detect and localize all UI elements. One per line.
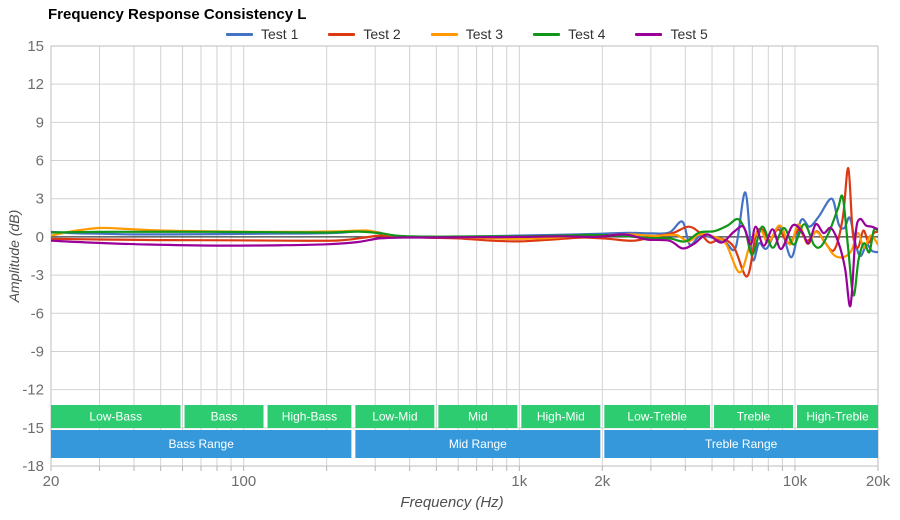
series-swatch-icon — [430, 32, 458, 36]
band-label: High-Treble — [806, 410, 869, 424]
x-axis-tick-labels: 20 100 1k 2k 10k 20k — [43, 473, 891, 490]
x-axis-tick-marks — [50, 466, 879, 471]
legend-item-test-4[interactable]: Test 4 — [533, 26, 605, 42]
series-line-test-2 — [51, 167, 878, 278]
svg-text:2k: 2k — [594, 473, 610, 490]
svg-text:10k: 10k — [783, 473, 808, 490]
legend-item-test-5[interactable]: Test 5 — [635, 26, 708, 42]
series-line-test-5 — [51, 217, 878, 308]
band-high-mid — [521, 405, 601, 428]
svg-text:-3: -3 — [31, 267, 44, 284]
band-high-treble — [797, 405, 878, 428]
legend: Test 1 Test 2 Test 3 Test 4 Test 5 — [226, 26, 708, 42]
band-label: Bass — [211, 410, 238, 424]
y-axis-tick-labels: 15 12 9 6 3 0 -3 -6 -9 -12 -15 -18 — [22, 38, 44, 475]
series-line-test-4 — [51, 194, 878, 297]
svg-text:3: 3 — [36, 191, 44, 208]
legend-label: Test 5 — [670, 26, 708, 42]
svg-text:1k: 1k — [511, 473, 527, 490]
band-treble — [714, 405, 794, 428]
svg-text:-6: -6 — [31, 305, 44, 322]
band-mid — [438, 405, 518, 428]
svg-text:-12: -12 — [22, 382, 44, 399]
legend-item-test-3[interactable]: Test 3 — [430, 26, 504, 42]
svg-text:12: 12 — [27, 76, 44, 93]
y-axis-title: Amplitude (dB) — [6, 209, 22, 303]
series-swatch-icon — [226, 32, 253, 36]
band-label: Low-Treble — [627, 410, 687, 424]
band-treble-range — [604, 430, 878, 458]
svg-text:9: 9 — [36, 114, 44, 131]
svg-text:-15: -15 — [22, 420, 44, 437]
gridlines — [50, 46, 879, 466]
legend-label: Test 1 — [261, 26, 299, 42]
series-swatch-icon — [635, 32, 663, 36]
band-bass — [184, 405, 264, 428]
band-bass-range — [51, 430, 352, 458]
series-swatch-icon — [533, 32, 561, 36]
band-low-mid — [355, 405, 435, 428]
band-label: Mid Range — [449, 437, 507, 451]
band-label: High-Bass — [282, 410, 337, 424]
band-low-bass — [51, 405, 181, 428]
frequency-bands: Low-Bass Bass High-Bass Low-Mid Mid High-Mid L… — [51, 405, 878, 458]
band-label: Low-Mid — [372, 410, 417, 424]
series-curves — [51, 167, 878, 308]
x-axis-title: Frequency (Hz) — [400, 494, 504, 511]
legend-label: Test 2 — [363, 26, 401, 42]
band-label: Low-Bass — [89, 410, 142, 424]
svg-text:15: 15 — [27, 38, 44, 55]
legend-item-test-1[interactable]: Test 1 — [226, 26, 298, 42]
svg-text:-9: -9 — [31, 343, 44, 360]
band-label: Treble Range — [705, 437, 778, 451]
legend-label: Test 3 — [465, 26, 504, 42]
svg-text:-18: -18 — [22, 458, 44, 475]
band-label: High-Mid — [537, 410, 585, 424]
svg-text:6: 6 — [36, 153, 44, 170]
band-label: Bass Range — [169, 437, 235, 451]
band-high-bass — [267, 405, 352, 428]
band-low-treble — [604, 405, 711, 428]
svg-text:100: 100 — [231, 473, 256, 490]
band-label: Mid — [468, 410, 487, 424]
svg-text:0: 0 — [36, 229, 44, 246]
band-mid-range — [355, 430, 601, 458]
svg-text:20k: 20k — [866, 473, 891, 490]
legend-item-test-2[interactable]: Test 2 — [328, 26, 401, 42]
plot-border — [50, 45, 879, 467]
series-swatch-icon — [328, 32, 356, 36]
svg-text:20: 20 — [43, 473, 60, 490]
band-label: Treble — [737, 410, 771, 424]
legend-label: Test 4 — [568, 26, 606, 42]
chart-title: Frequency Response Consistency L — [48, 6, 307, 23]
